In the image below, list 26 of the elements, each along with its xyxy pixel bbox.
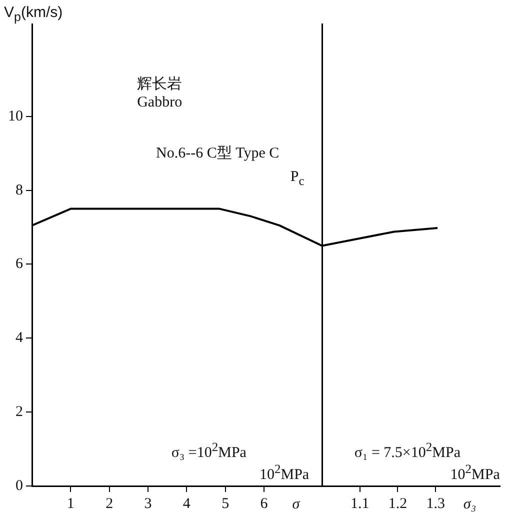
annotation: 10$^{2}$MPa (450, 462, 500, 484)
x-tick-label: 4 (182, 496, 191, 512)
x-tick-label: 1 (66, 496, 74, 512)
annotation: σ₁ = 7.5×10$^{2}$MPa (354, 440, 460, 462)
y-tick-label: 2 (16, 404, 23, 420)
x-tick-label: 2 (106, 496, 114, 512)
x-tick-label: 5 (222, 496, 230, 512)
x-tick-label: 1.2 (388, 496, 408, 512)
annotation: σ₃ =10$^{2}$MPa (171, 440, 246, 462)
x-axis-title: σ₃ (463, 496, 476, 514)
y-tick-label: 0 (16, 478, 23, 494)
y-tick-label: 8 (16, 182, 23, 198)
annotation: No.6--6 C型 Type C (156, 144, 280, 163)
annotation: 10$^{2}$MPa (260, 462, 310, 484)
annotation: Gabbro (137, 94, 182, 112)
y-axis-title: V$_{p}$(km/s) (4, 4, 63, 24)
y-tick-label: 10 (8, 108, 23, 124)
annotation: 辉长岩 (137, 75, 182, 94)
x-axis-title: σ (292, 496, 300, 514)
x-tick-label: 1.1 (350, 496, 370, 512)
x-tick-label: 6 (260, 496, 268, 512)
y-tick-label: 6 (16, 256, 24, 272)
x-tick-label: 1.3 (426, 496, 445, 512)
y-tick-label: 4 (16, 330, 24, 346)
x-tick-label: 3 (144, 496, 152, 512)
annotation: P$_{c}$ (290, 168, 304, 189)
